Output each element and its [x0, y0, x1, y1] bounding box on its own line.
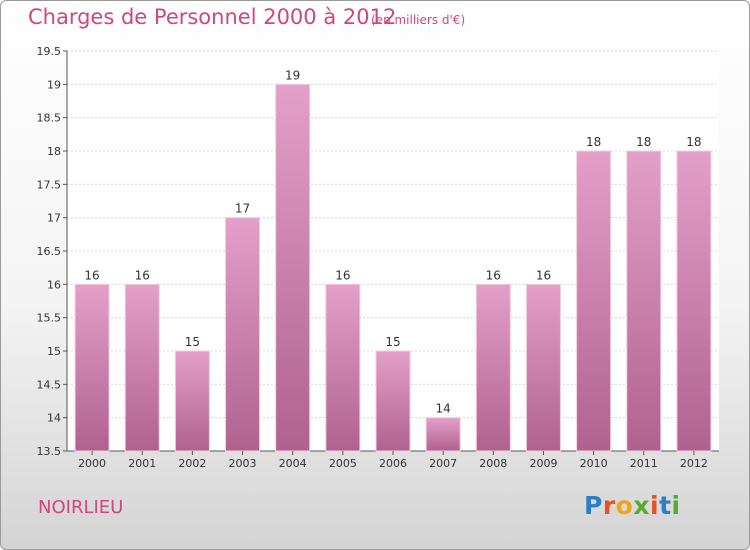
data-label-2009: 16: [536, 268, 551, 282]
x-tick-label-2008: 2008: [479, 457, 507, 470]
y-tick-label: 15.5: [37, 312, 62, 325]
x-tick-label-2001: 2001: [128, 457, 156, 470]
x-tick-label-2002: 2002: [178, 457, 206, 470]
bar-2004: [275, 83, 311, 452]
x-tick-label-2007: 2007: [429, 457, 457, 470]
y-tick-label: 16.5: [37, 245, 62, 258]
data-label-2002: 15: [185, 335, 200, 349]
y-tick-label: 19: [47, 78, 61, 91]
y-tick-label: 19.5: [37, 45, 62, 58]
data-label-2011: 18: [636, 135, 651, 149]
x-tick-label-2011: 2011: [630, 457, 658, 470]
bar-2002: [174, 350, 210, 452]
y-tick-label: 14: [47, 412, 61, 425]
bar-2000: [74, 283, 110, 452]
y-tick-label: 18.5: [37, 112, 62, 125]
chart-title: Charges de Personnel 2000 à 2012: [28, 5, 397, 29]
data-label-2012: 18: [686, 135, 701, 149]
y-tick-label: 16: [47, 278, 61, 291]
bar-2009: [525, 283, 561, 452]
bar-2012: [676, 150, 712, 452]
bar-2008: [475, 283, 511, 452]
x-tick-label-2012: 2012: [680, 457, 708, 470]
y-tick-label: 17.5: [37, 178, 62, 191]
bar-2007: [425, 417, 461, 452]
y-tick-label: 18: [47, 145, 61, 158]
bar-2011: [626, 150, 662, 452]
y-tick-label: 13.5: [37, 445, 62, 458]
proxiti-logo: Proxiti: [584, 491, 681, 520]
data-label-2001: 16: [135, 268, 150, 282]
data-label-2000: 16: [84, 268, 99, 282]
y-tick-label: 14.5: [37, 378, 62, 391]
bar-2001: [124, 283, 160, 452]
data-label-2003: 17: [235, 202, 250, 216]
bar-2010: [576, 150, 612, 452]
commune-name: NOIRLIEU: [38, 497, 124, 518]
x-tick-label-2005: 2005: [329, 457, 357, 470]
data-label-2005: 16: [335, 268, 350, 282]
x-tick-label-2010: 2010: [580, 457, 608, 470]
chart-subtitle: (en milliers d'€): [371, 13, 466, 27]
bar-2005: [325, 283, 361, 452]
x-tick-label-2003: 2003: [229, 457, 257, 470]
data-label-2008: 16: [486, 268, 501, 282]
bar-2006: [375, 350, 411, 452]
x-tick-label-2009: 2009: [529, 457, 557, 470]
x-tick-label-2000: 2000: [78, 457, 106, 470]
bar-2003: [225, 217, 261, 452]
data-label-2007: 14: [436, 402, 451, 416]
data-label-2006: 15: [385, 335, 400, 349]
y-tick-label: 15: [47, 345, 61, 358]
data-label-2010: 18: [586, 135, 601, 149]
x-tick-label-2006: 2006: [379, 457, 407, 470]
y-tick-label: 17: [47, 212, 61, 225]
x-tick-label-2004: 2004: [279, 457, 307, 470]
data-label-2004: 19: [285, 68, 300, 82]
